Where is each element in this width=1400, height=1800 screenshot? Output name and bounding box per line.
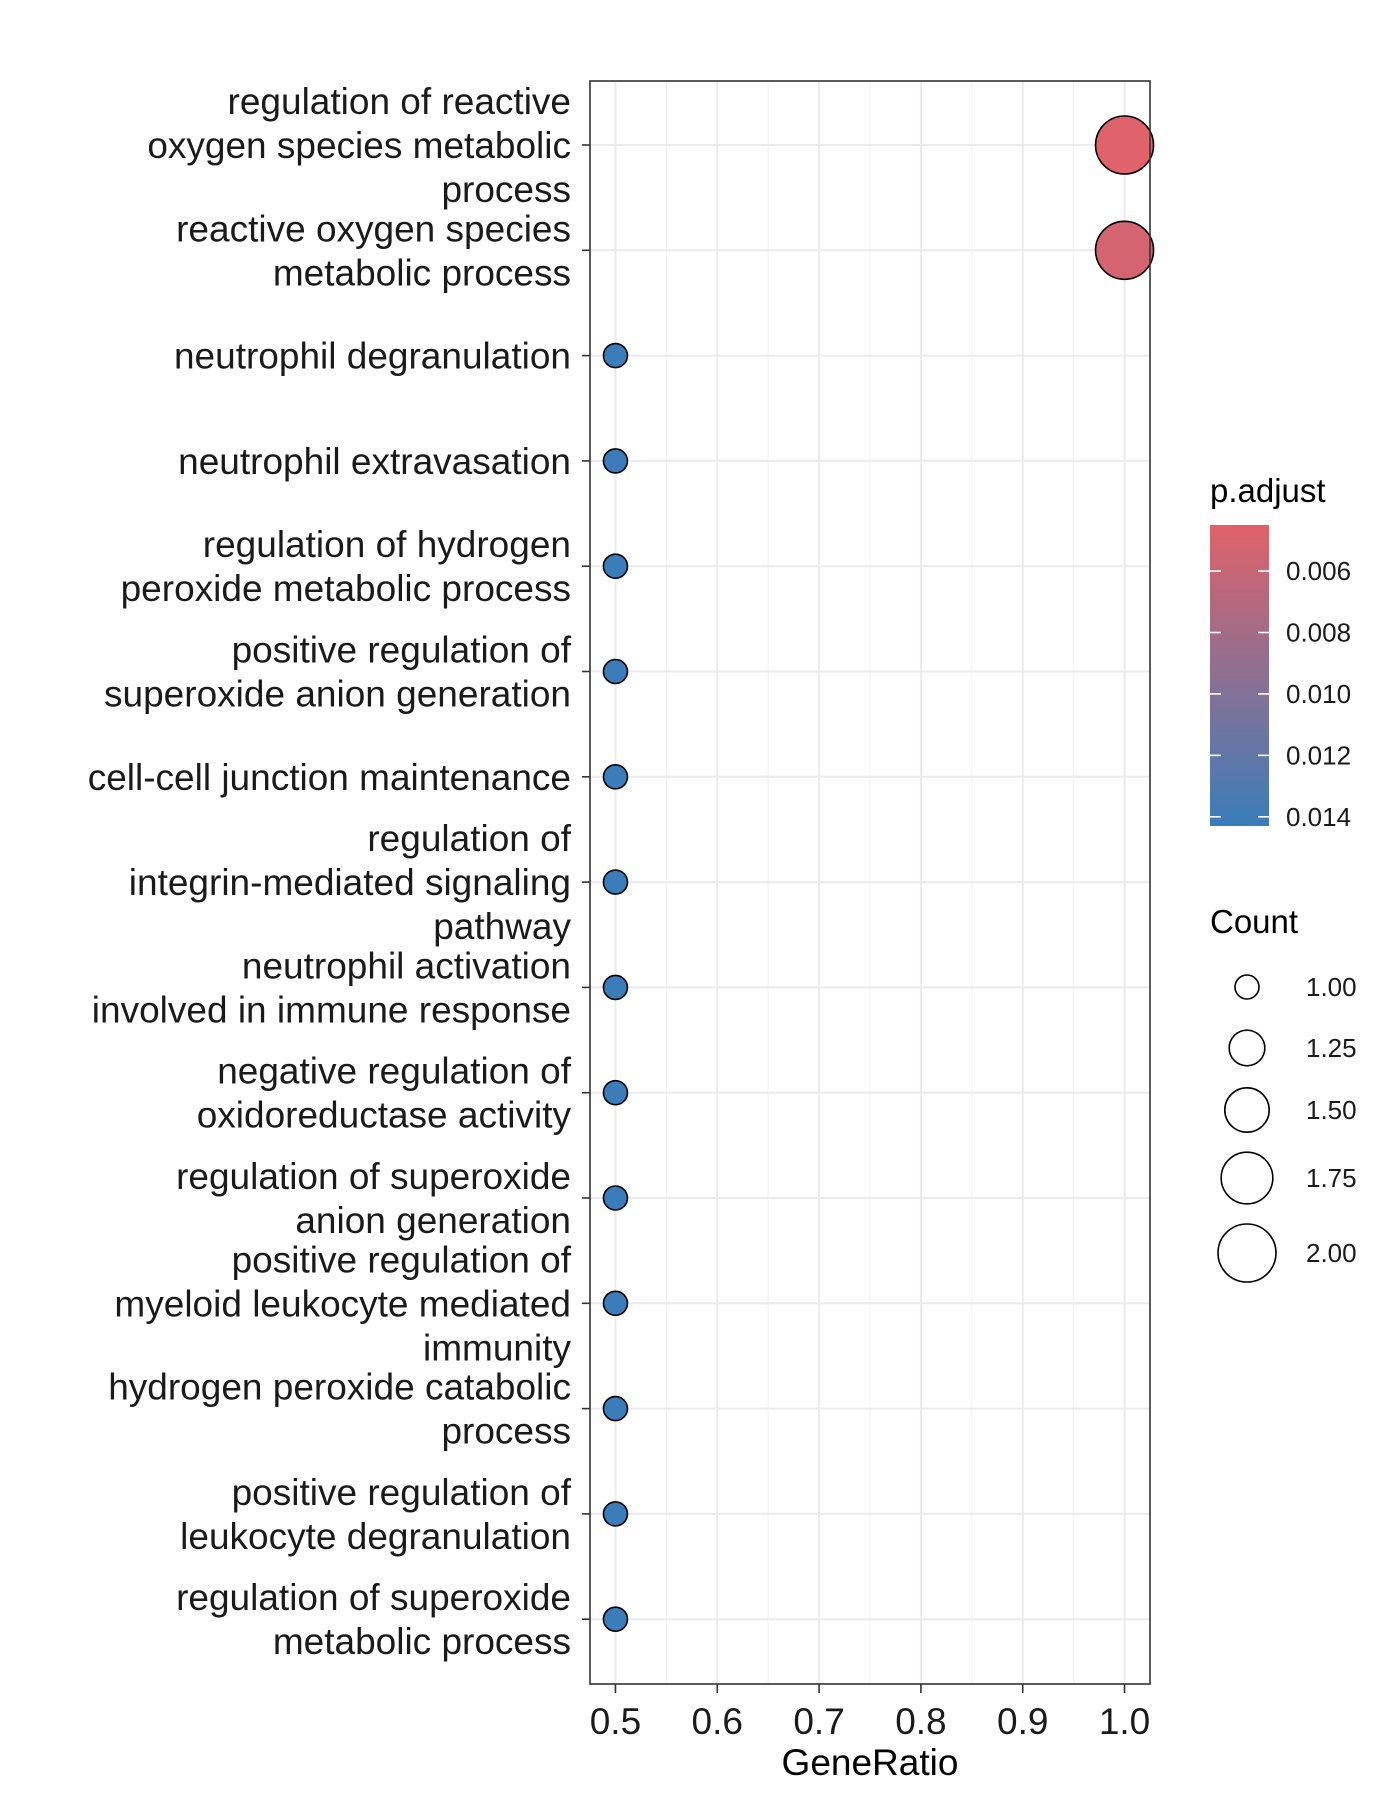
color-legend-label: 0.012 (1286, 740, 1351, 770)
y-tick-label: positive regulation of (232, 1472, 572, 1513)
size-legend-label: 1.00 (1306, 972, 1357, 1002)
y-tick-label: regulation of (367, 818, 571, 859)
data-point (602, 1395, 629, 1422)
y-tick-label: neutrophil activation (242, 945, 571, 986)
x-tick-label: 1.0 (1099, 1701, 1150, 1742)
y-tick-label: oxidoreductase activity (197, 1095, 572, 1136)
data-point (602, 1079, 629, 1106)
color-legend-title: p.adjust (1210, 472, 1326, 509)
y-tick-label: hydrogen peroxide catabolic (108, 1367, 571, 1408)
data-point (602, 869, 629, 895)
size-legend-circle (1234, 974, 1260, 1000)
y-tick-label: process (441, 1411, 571, 1452)
y-tick-label: myeloid leukocyte mediated (114, 1283, 571, 1324)
color-legend-label: 0.008 (1286, 618, 1351, 648)
data-point (602, 1501, 629, 1527)
y-tick-label: neutrophil extravasation (178, 441, 571, 482)
x-tick-label: 0.8 (895, 1701, 946, 1742)
y-tick-label: integrin-mediated signaling (129, 862, 571, 903)
size-legend-circle (1228, 1029, 1266, 1067)
y-tick-label: positive regulation of (232, 630, 572, 671)
y-tick-label: pathway (433, 906, 571, 947)
size-legend-circle (1220, 1151, 1274, 1205)
x-tick-label: 0.7 (793, 1701, 844, 1742)
color-legend-label: 0.006 (1286, 556, 1351, 586)
color-legend-ticks: 0.006 0.008 0.010 0.012 0.014 (1210, 556, 1351, 832)
x-tick-label: 0.6 (692, 1701, 743, 1742)
color-legend-label: 0.014 (1286, 802, 1351, 832)
data-point (602, 1290, 629, 1317)
x-axis: 0.5 0.6 0.7 0.8 0.9 1.0 (590, 1684, 1150, 1742)
y-tick-label: immunity (423, 1327, 572, 1368)
y-tick-label: process (441, 169, 571, 210)
data-point (602, 974, 629, 1001)
size-legend-label: 2.00 (1306, 1238, 1357, 1268)
size-legend-label: 1.25 (1306, 1033, 1357, 1063)
data-point (602, 1606, 629, 1632)
color-legend: p.adjust 0.006 0.008 0.010 0.012 0.014 (1210, 472, 1351, 832)
y-tick-label: superoxide anion generation (104, 674, 571, 715)
grid (590, 81, 1150, 1684)
x-tick-label: 0.9 (997, 1701, 1048, 1742)
points (602, 115, 1155, 1632)
data-point (602, 448, 629, 474)
y-tick-label: neutrophil degranulation (174, 336, 571, 377)
y-tick-label: regulation of superoxide (176, 1577, 571, 1618)
y-tick-label: metabolic process (273, 1621, 571, 1662)
y-tick-label: reactive oxygen species (176, 208, 571, 249)
y-tick-label: involved in immune response (92, 989, 571, 1030)
y-tick-label: cell-cell junction maintenance (88, 757, 571, 798)
data-point (602, 658, 629, 685)
y-tick-label: oxygen species metabolic (147, 125, 571, 166)
size-legend-label: 1.75 (1306, 1163, 1357, 1193)
y-tick-label: regulation of hydrogen (203, 524, 571, 565)
x-tick-label: 0.5 (590, 1701, 641, 1742)
size-legend-title: Count (1210, 903, 1298, 940)
y-tick-label: peroxide metabolic process (121, 568, 571, 609)
y-tick-label: negative regulation of (217, 1051, 572, 1092)
size-legend-circle (1217, 1223, 1277, 1283)
size-legend: Count 1.00 1.25 1.50 1.75 2.00 (1210, 903, 1357, 1283)
plot-panel-border (589, 80, 1151, 1685)
data-point (602, 342, 629, 369)
color-legend-bar (1210, 525, 1269, 826)
color-legend-label: 0.010 (1286, 679, 1351, 709)
y-tick-label: anion generation (295, 1200, 571, 1241)
size-legend-circle (1224, 1087, 1270, 1133)
y-tick-label: regulation of reactive (228, 81, 571, 122)
data-point (602, 553, 629, 580)
data-point (1094, 220, 1155, 281)
size-legend-label: 1.50 (1306, 1095, 1357, 1125)
y-tick-label: regulation of superoxide (176, 1156, 571, 1197)
size-legend-items: 1.00 1.25 1.50 1.75 2.00 (1217, 972, 1357, 1283)
x-axis-title: GeneRatio (782, 1742, 959, 1783)
data-point (602, 1185, 629, 1211)
data-point (1094, 115, 1155, 175)
data-point (602, 763, 629, 790)
y-tick-label: metabolic process (273, 252, 571, 293)
y-tick-label: positive regulation of (232, 1239, 572, 1280)
y-tick-label: leukocyte degranulation (180, 1516, 571, 1557)
